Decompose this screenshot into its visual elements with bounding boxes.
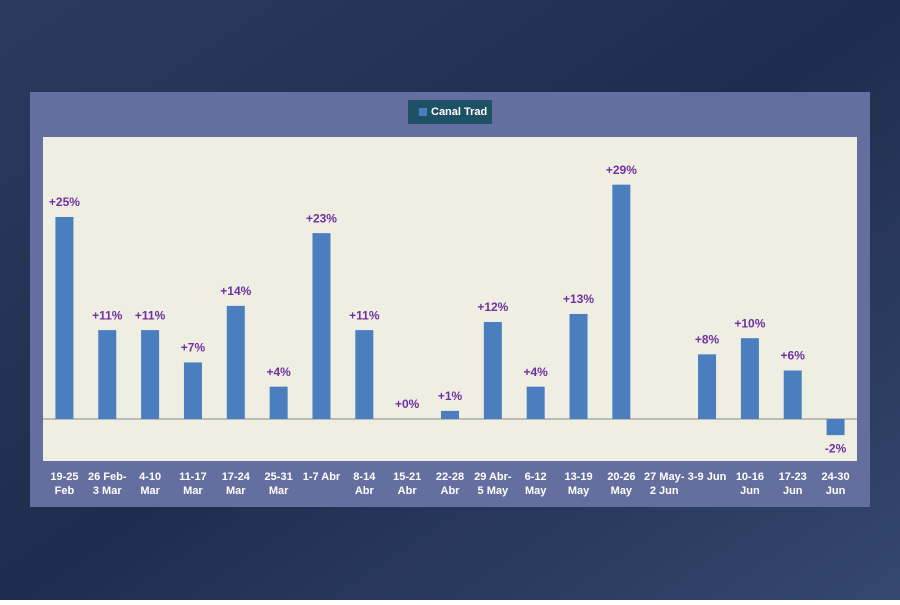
- data-label: +14%: [220, 284, 251, 298]
- data-label: +4%: [524, 365, 549, 379]
- x-tick-label-line: Jun: [826, 485, 846, 497]
- data-label: +8%: [695, 333, 720, 347]
- x-tick-label-line: 15-21: [393, 471, 421, 483]
- bar: [98, 330, 116, 419]
- x-tick-label-line: 4-10: [139, 471, 161, 483]
- x-tick-label-line: May: [611, 485, 633, 497]
- data-label: +12%: [477, 300, 508, 314]
- x-tick-label-line: 25-31: [265, 471, 293, 483]
- x-tick-label-line: Abr: [398, 485, 418, 497]
- x-tick-label-line: Jun: [783, 485, 803, 497]
- bar: [570, 314, 588, 419]
- x-tick-label-line: Mar: [226, 485, 246, 497]
- x-tick-label-line: 17-24: [222, 471, 251, 483]
- x-tick-label-line: Feb: [55, 485, 75, 497]
- data-label: +6%: [781, 349, 806, 363]
- x-tick-label-line: 6-12: [525, 471, 547, 483]
- x-tick-label-line: May: [525, 485, 547, 497]
- data-label: +0%: [395, 397, 420, 411]
- x-tick-label-line: 20-26: [607, 471, 635, 483]
- bar: [270, 387, 288, 419]
- x-tick-label-line: Mar: [140, 485, 160, 497]
- x-tick-label-line: 1-7 Abr: [303, 471, 341, 483]
- x-tick-label-line: 5 May: [478, 485, 509, 497]
- x-tick-label-line: 13-19: [564, 471, 592, 483]
- bar: [312, 233, 330, 419]
- x-tick-label: 1-7 Abr: [303, 471, 341, 483]
- bar: [141, 330, 159, 419]
- x-tick-label-line: 29 Abr-: [474, 471, 512, 483]
- x-tick-label-line: Abr: [441, 485, 461, 497]
- legend-label: Canal Trad: [431, 106, 487, 118]
- x-tick-label-line: 26 Feb-: [88, 471, 127, 483]
- x-tick-label-line: 27 May-: [644, 471, 685, 483]
- x-tick-label-line: 22-28: [436, 471, 464, 483]
- x-tick-label-line: 11-17: [179, 471, 207, 483]
- data-label: +4%: [266, 365, 291, 379]
- data-label: +11%: [92, 308, 123, 322]
- x-tick-label-line: Mar: [269, 485, 289, 497]
- data-label: +11%: [349, 308, 380, 322]
- data-label: +10%: [734, 316, 765, 330]
- bar: [612, 185, 630, 419]
- bar: [741, 338, 759, 419]
- bar: [527, 387, 545, 419]
- x-tick-label-line: 3 Mar: [93, 485, 122, 497]
- bar: [227, 306, 245, 419]
- bar: [698, 354, 716, 419]
- x-tick-label-line: Jun: [740, 485, 760, 497]
- data-label: +1%: [438, 389, 463, 403]
- data-label: +13%: [563, 292, 594, 306]
- data-label: +7%: [181, 341, 206, 355]
- bar: [184, 362, 202, 419]
- x-tick-label-line: 19-25: [50, 471, 78, 483]
- bar: [55, 217, 73, 419]
- bar: [827, 419, 845, 435]
- data-label: +23%: [306, 211, 337, 225]
- x-tick-label-line: 17-23: [779, 471, 807, 483]
- legend-swatch: [419, 108, 427, 116]
- x-tick-label-line: 8-14: [353, 471, 376, 483]
- x-tick-label-line: Abr: [355, 485, 375, 497]
- x-tick-label-line: May: [568, 485, 590, 497]
- x-tick-label: 3-9 Jun: [688, 471, 727, 483]
- bar: [355, 330, 373, 419]
- bar: [784, 371, 802, 419]
- x-tick-label-line: 10-16: [736, 471, 764, 483]
- data-label: +11%: [135, 308, 166, 322]
- x-tick-label-line: 3-9 Jun: [688, 471, 727, 483]
- bar: [441, 411, 459, 419]
- x-tick-label-line: 24-30: [822, 471, 850, 483]
- data-label: +29%: [606, 163, 637, 177]
- data-label: -2%: [825, 441, 847, 455]
- x-tick-label-line: Mar: [183, 485, 203, 497]
- x-tick-label-line: 2 Jun: [650, 485, 679, 497]
- data-label: +25%: [49, 195, 80, 209]
- bar: [484, 322, 502, 419]
